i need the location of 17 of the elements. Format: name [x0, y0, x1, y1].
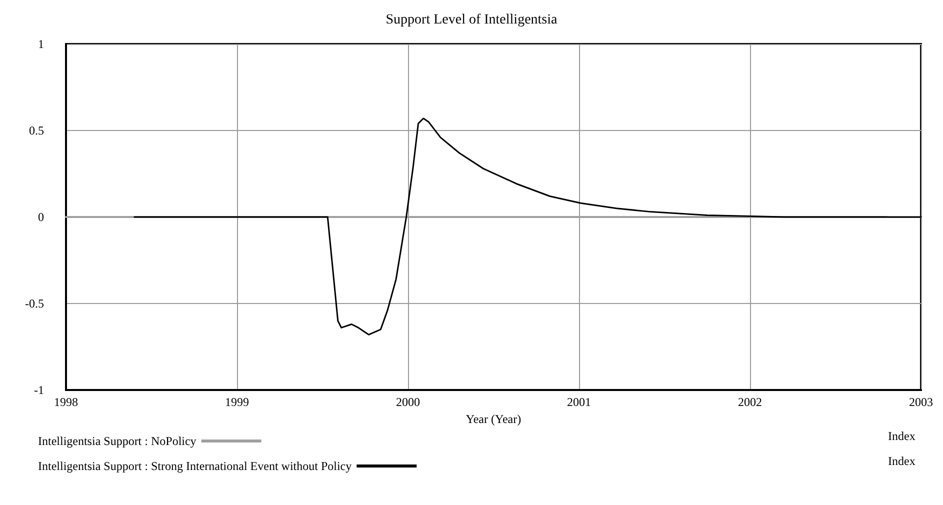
x-tick-label: 2000: [396, 395, 420, 409]
x-tick-label: 2003: [909, 395, 933, 409]
legend-label: Intelligentsia Support : Strong International Event without Policy: [38, 459, 352, 473]
x-tick-label: 1999: [225, 395, 249, 409]
chart-title: Support Level of Intelligentsia: [386, 12, 558, 28]
y-tick-label: 1: [38, 37, 44, 51]
y-tick-label: -1: [34, 383, 44, 397]
legend-label: Intelligentsia Support : NoPolicy: [38, 434, 196, 448]
y-tick-label: 0.5: [29, 124, 44, 138]
x-tick-label: 2001: [567, 395, 591, 409]
text: Index: [888, 429, 916, 443]
text: Index: [888, 454, 916, 468]
x-tick-label: 2002: [738, 395, 762, 409]
x-tick-label: 1998: [54, 395, 78, 409]
y-tick-label: 0: [38, 210, 44, 224]
x-axis-title: Year (Year): [466, 412, 522, 426]
y-tick-label: -0.5: [25, 296, 44, 310]
